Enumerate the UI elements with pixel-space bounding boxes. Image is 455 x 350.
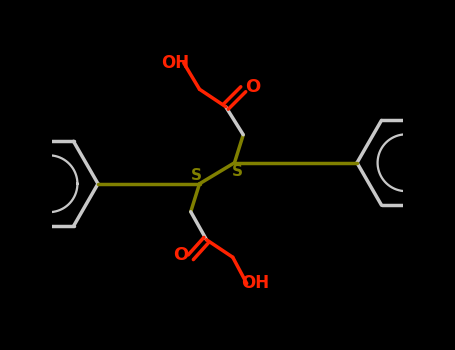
Text: OH: OH <box>161 54 189 72</box>
Text: O: O <box>173 246 188 265</box>
Text: OH: OH <box>242 274 269 293</box>
Text: S: S <box>232 164 243 179</box>
Text: S: S <box>191 168 202 182</box>
Text: O: O <box>245 78 261 97</box>
